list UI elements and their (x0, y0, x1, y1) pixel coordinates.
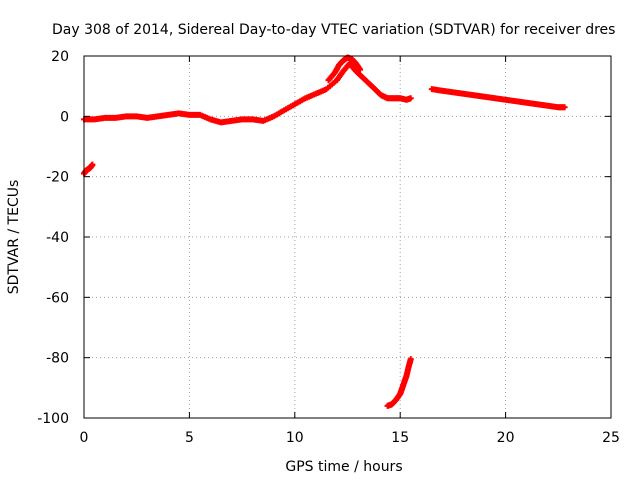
data-point (89, 161, 96, 168)
x-tick-label: 5 (185, 430, 194, 446)
y-tick-label: -20 (46, 170, 69, 186)
data-point (407, 95, 414, 102)
y-axis-label: SDTVAR / TECUs (6, 180, 22, 295)
grid-layer (84, 56, 611, 418)
points-layer (81, 54, 568, 409)
y-tick-label: -40 (46, 230, 69, 246)
x-tick-label: 10 (286, 430, 304, 446)
plot-frame (83, 55, 612, 419)
x-tick-label: 25 (602, 430, 620, 446)
x-tick-label: 0 (80, 430, 89, 446)
x-tick-label: 15 (391, 430, 409, 446)
y-tick-label: 0 (60, 109, 69, 125)
y-tick-label: 20 (51, 49, 69, 65)
y-tick-label: -80 (46, 351, 69, 367)
x-axis-label: GPS time / hours (285, 459, 402, 475)
x-tick-label: 20 (497, 430, 515, 446)
data-point (407, 356, 414, 363)
data-point (357, 66, 364, 73)
data-point (561, 104, 568, 111)
chart-title: Day 308 of 2014, Sidereal Day-to-day VTE… (52, 22, 615, 38)
ticks-layer: 0 5 10 15 20 25 -100 -80 -60 -40 -20 0 20 (37, 49, 620, 446)
y-tick-label: -60 (46, 290, 69, 306)
y-tick-label: -100 (37, 411, 69, 427)
